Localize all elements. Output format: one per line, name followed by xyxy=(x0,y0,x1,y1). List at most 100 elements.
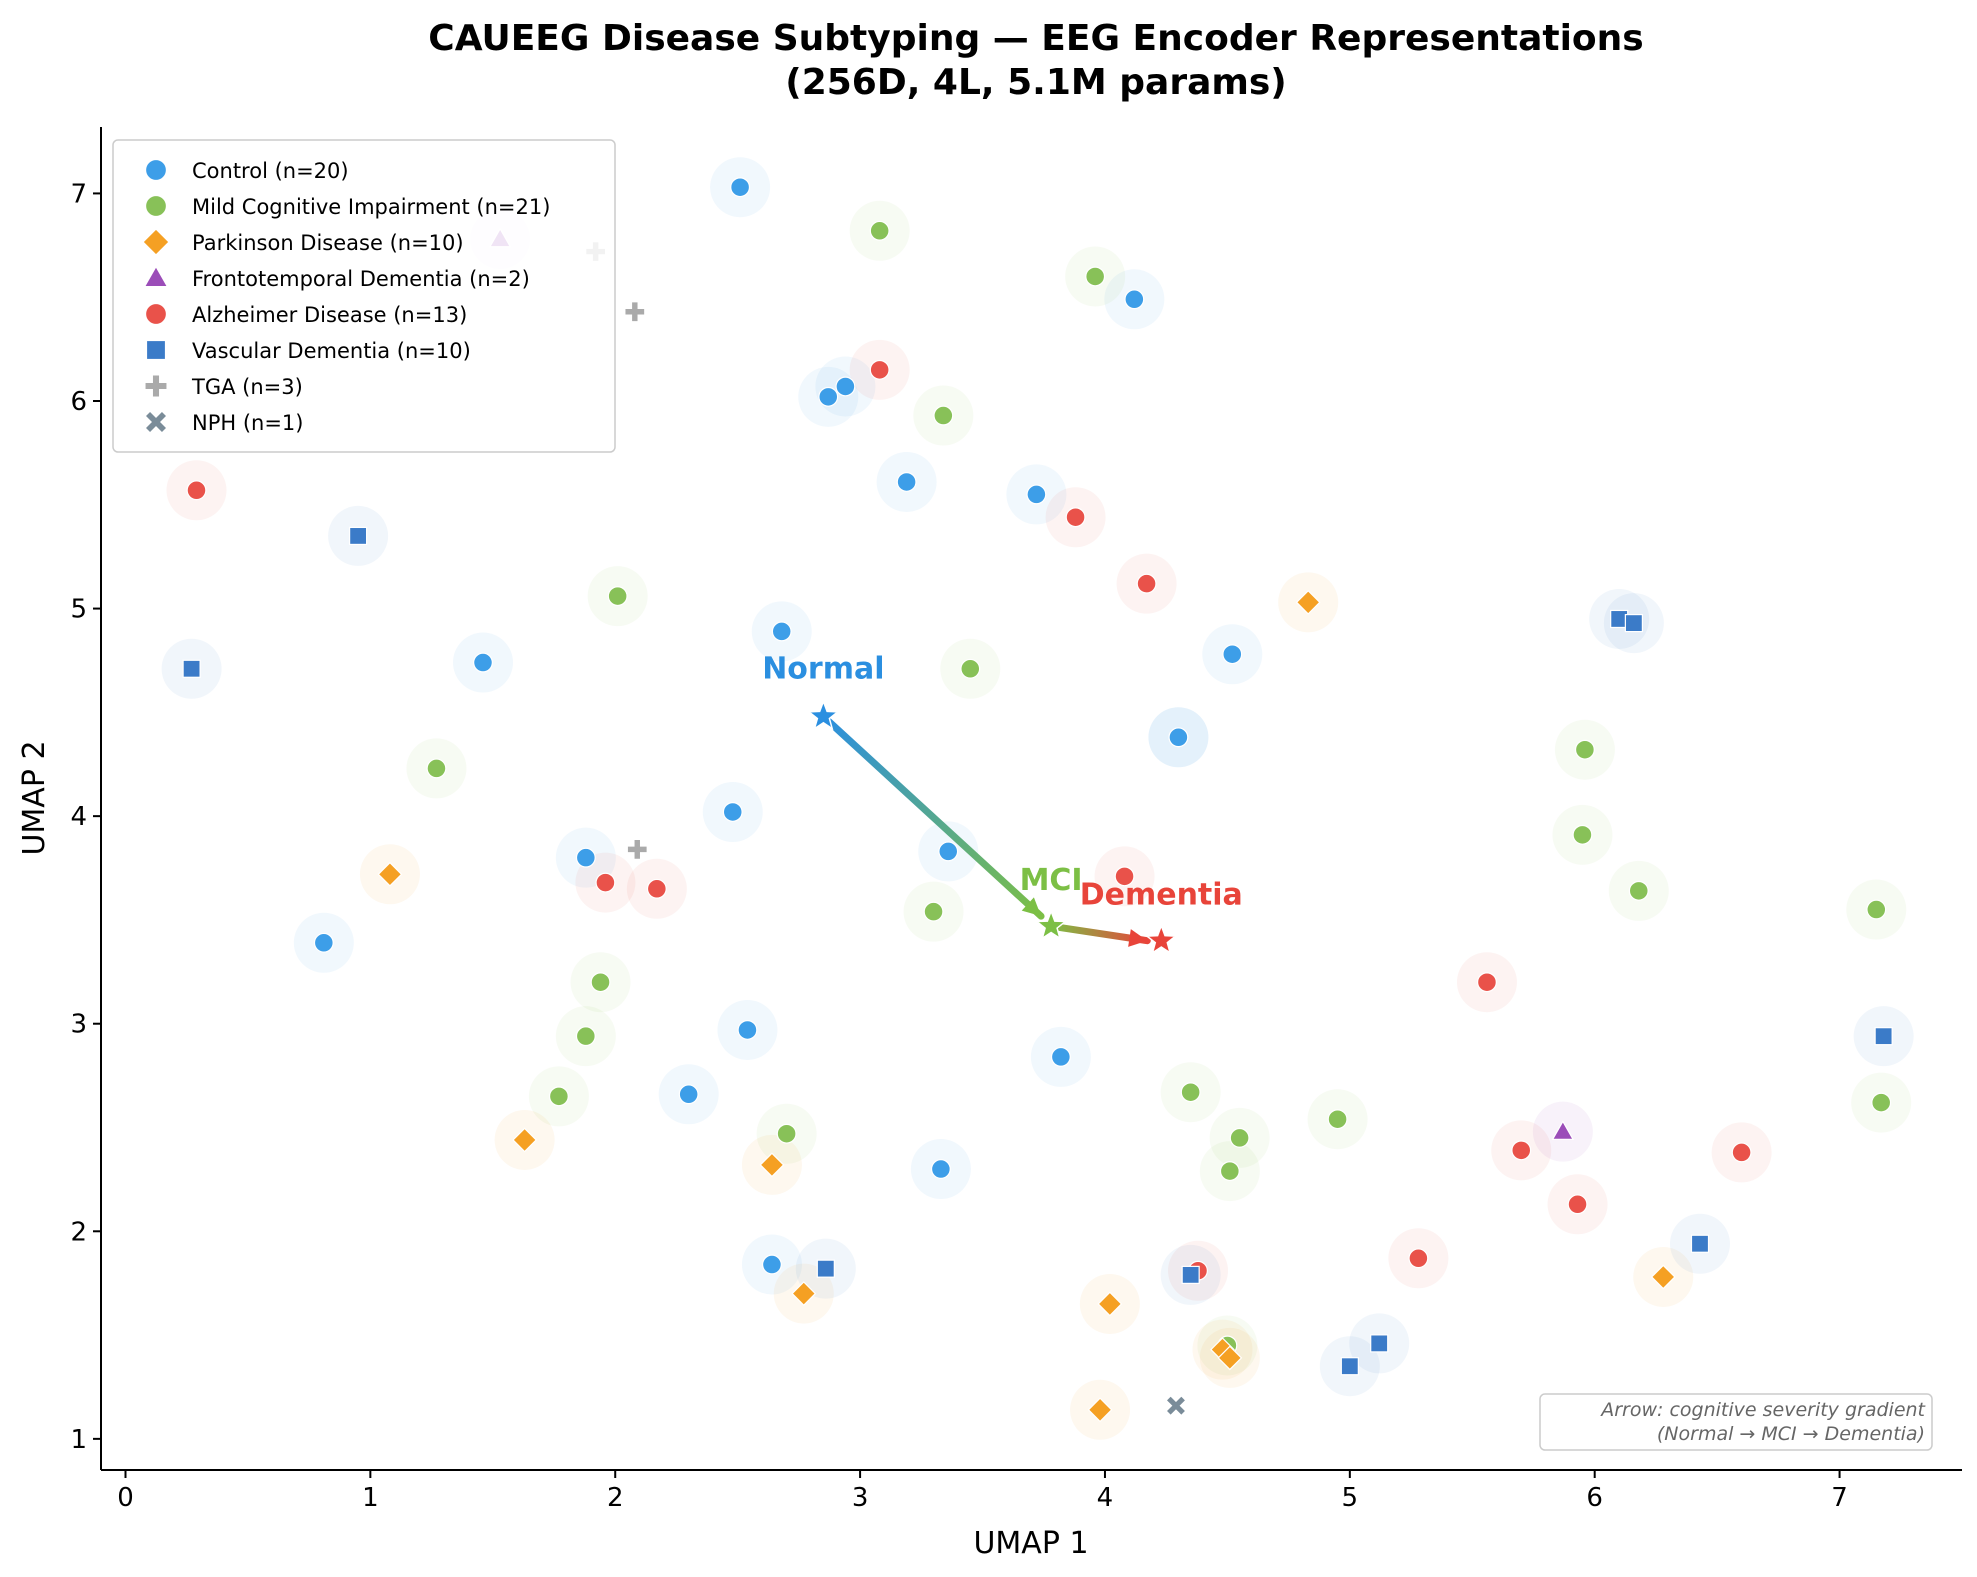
data-point xyxy=(1340,1357,1359,1376)
data-point xyxy=(1050,1046,1071,1067)
data-point xyxy=(1097,1291,1123,1317)
legend-label: NPH (n=1) xyxy=(192,411,304,435)
x-tick-label: 4 xyxy=(1097,1483,1114,1513)
chart-subtitle: (256D, 4L, 5.1M params) xyxy=(785,62,1287,103)
legend-item: Control (n=20) xyxy=(144,158,349,183)
data-point xyxy=(625,302,645,322)
data-point xyxy=(1574,739,1595,760)
legend-box xyxy=(112,139,616,453)
severity-arrows xyxy=(819,713,1151,947)
legend-label: Parkinson Disease (n=10) xyxy=(192,231,464,255)
data-point xyxy=(1219,1161,1240,1182)
legend-label: Frontotemporal Dementia (n=2) xyxy=(192,267,530,291)
legend-marker xyxy=(145,339,167,361)
arrow-mci-to-dementia xyxy=(1047,922,1151,947)
data-point xyxy=(1168,727,1189,748)
x-tick-label: 6 xyxy=(1586,1483,1603,1513)
legend-label: Mild Cognitive Impairment (n=21) xyxy=(192,195,550,219)
data-point xyxy=(607,586,628,607)
x-tick-label: 7 xyxy=(1831,1483,1848,1513)
data-point xyxy=(1731,1142,1752,1163)
data-point xyxy=(473,652,493,673)
data-point xyxy=(1874,1027,1893,1046)
y-tick-label: 3 xyxy=(70,1010,87,1040)
legend-label: TGA (n=3) xyxy=(191,375,303,399)
data-point xyxy=(1866,899,1887,920)
y-tick-label: 1 xyxy=(70,1425,87,1455)
data-point xyxy=(835,376,856,397)
data-point xyxy=(1572,824,1593,845)
x-tick-label: 5 xyxy=(1342,1483,1359,1513)
data-point xyxy=(737,1019,758,1040)
data-point xyxy=(575,847,596,868)
data-point xyxy=(1085,266,1106,287)
data-point xyxy=(960,658,981,679)
legend-item: Parkinson Disease (n=10) xyxy=(142,228,464,256)
legend-marker xyxy=(143,265,169,288)
legend-marker xyxy=(142,228,170,256)
legend-item: Mild Cognitive Impairment (n=21) xyxy=(144,194,550,219)
legend-marker xyxy=(144,302,168,326)
centroid-label-dementia: Dementia xyxy=(1080,878,1243,913)
legend-marker xyxy=(144,158,168,182)
x-tick-label: 1 xyxy=(362,1483,379,1513)
data-point xyxy=(816,1259,835,1278)
data-point xyxy=(548,1086,569,1107)
y-tick-label: 2 xyxy=(70,1217,87,1247)
legend-item: Alzheimer Disease (n=13) xyxy=(144,302,467,327)
data-point xyxy=(1087,1397,1113,1423)
data-point xyxy=(1065,507,1086,528)
data-point xyxy=(761,1254,782,1275)
data-point xyxy=(1370,1334,1389,1353)
data-point xyxy=(818,386,839,407)
data-point xyxy=(1229,1127,1250,1148)
data-point xyxy=(1295,589,1321,615)
data-point xyxy=(933,405,954,426)
data-point xyxy=(1222,644,1243,665)
data-point xyxy=(1650,1264,1676,1290)
data-point xyxy=(1567,1194,1588,1215)
annotation-line-1: Arrow: cognitive severity gradient xyxy=(1599,1399,1926,1421)
centroid-star-dementia xyxy=(1144,923,1178,955)
x-tick-label: 3 xyxy=(852,1483,869,1513)
data-point xyxy=(1477,972,1497,993)
data-point xyxy=(678,1084,699,1105)
data-point xyxy=(426,758,447,779)
y-axis-label: UMAP 2 xyxy=(17,740,52,855)
data-point xyxy=(1511,1140,1532,1161)
legend-label: Alzheimer Disease (n=13) xyxy=(192,303,467,327)
data-point xyxy=(182,659,201,678)
data-point xyxy=(771,621,792,642)
data-point xyxy=(896,472,917,492)
data-point xyxy=(595,872,616,893)
y-tick-label: 5 xyxy=(70,595,87,625)
data-point xyxy=(1114,866,1135,887)
arrow-normal-to-mci xyxy=(819,713,1045,920)
data-point xyxy=(1124,289,1145,310)
legend-marker xyxy=(146,412,166,432)
legend-item: Frontotemporal Dementia (n=2) xyxy=(143,265,530,291)
data-point xyxy=(313,932,334,953)
centroid-label-mci: MCI xyxy=(1020,863,1083,898)
y-tick-label: 4 xyxy=(70,802,87,832)
chart-title: CAUEEG Disease Subtyping — EEG Encoder R… xyxy=(428,18,1643,59)
y-ticks: 1 2 3 4 5 6 7 xyxy=(70,179,101,1455)
data-point xyxy=(1217,1345,1243,1371)
data-point xyxy=(349,526,368,546)
legend-marker xyxy=(145,375,167,397)
data-point xyxy=(512,1127,538,1153)
y-tick-label: 6 xyxy=(70,387,87,417)
data-point xyxy=(186,480,207,501)
annotation-box: Arrow: cognitive severity gradient (Norm… xyxy=(1539,1393,1933,1451)
legend-marker xyxy=(144,194,168,218)
data-point xyxy=(759,1152,785,1178)
data-point xyxy=(930,1159,951,1179)
x-tick-label: 0 xyxy=(117,1483,134,1513)
legend-label: Vascular Dementia (n=10) xyxy=(192,339,471,363)
data-point xyxy=(590,972,611,993)
centroid-star-mci xyxy=(1034,909,1068,941)
data-point xyxy=(1871,1092,1892,1113)
data-point xyxy=(377,861,403,887)
